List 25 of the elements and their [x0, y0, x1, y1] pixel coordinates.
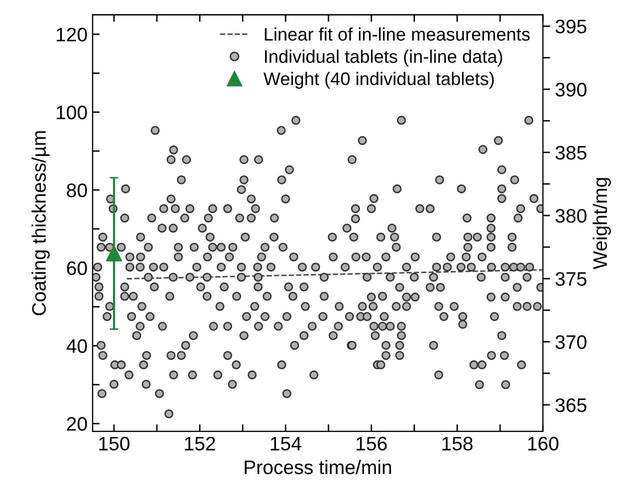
y2-tick-label: 370 — [556, 335, 586, 349]
y2-tick-label: 395 — [556, 20, 586, 34]
x-tick-label: 158 — [442, 436, 473, 451]
x-tick-label: 156 — [356, 436, 387, 451]
y2-tick-label: 375 — [556, 272, 586, 286]
y-tick-label: 120 — [56, 28, 87, 42]
y2-tick-label: 385 — [556, 146, 586, 160]
y-tick-label: 60 — [67, 261, 87, 276]
x-tick-label: 150 — [99, 436, 130, 451]
y2-tick-label: 390 — [556, 82, 586, 97]
legend-label: Weight (40 individual tablets) — [263, 72, 494, 89]
x-tick-label: 152 — [185, 436, 216, 451]
legend-label: Linear fit of in-line measurements — [264, 27, 530, 41]
legend-label: Individual tablets (in-line data) — [265, 50, 502, 66]
y2-tick-label: 365 — [556, 398, 586, 412]
y2-axis-title: Weight/mg — [592, 178, 611, 270]
x-tick-label: 160 — [528, 436, 558, 451]
y2-tick-label: 380 — [556, 208, 586, 223]
y-tick-label: 100 — [56, 106, 87, 120]
y-tick-label: 40 — [66, 339, 87, 353]
y-tick-label: 80 — [66, 183, 87, 198]
y-axis-title: Coating thickness/µm — [32, 131, 50, 316]
x-axis-title: Process time/min — [244, 460, 392, 474]
y-tick-label: 20 — [67, 417, 87, 431]
x-tick-label: 154 — [270, 436, 302, 451]
